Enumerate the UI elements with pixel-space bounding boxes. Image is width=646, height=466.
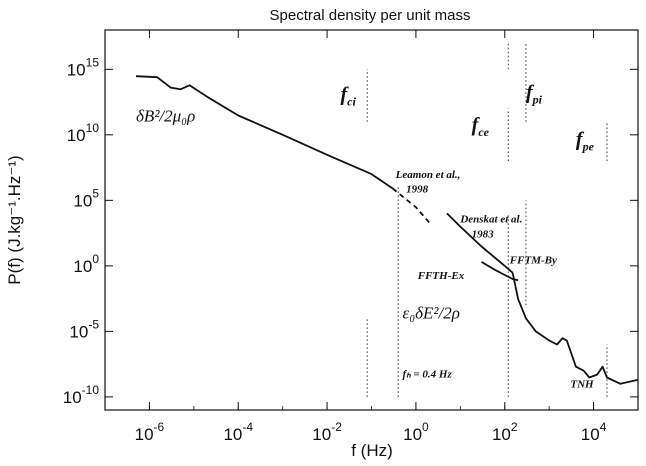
x-tick-label-3: 100: [403, 420, 429, 444]
annotation-10: FFTH-Ex: [417, 270, 465, 282]
annotation-2: fpi: [526, 81, 543, 106]
x-axis-label: f (Hz): [351, 441, 393, 460]
y-tick-label-5: 1015: [67, 55, 100, 79]
y-tick-label-4: 1010: [67, 121, 100, 145]
spectrum-series-2: [446, 212, 514, 274]
spectrum-series-1: [392, 187, 430, 224]
annotation-1: fce: [472, 114, 490, 139]
y-tick-label-1: 10-5: [69, 317, 99, 341]
x-tick-label-5: 104: [581, 420, 607, 444]
spectrum-series-4: [511, 272, 639, 385]
spectrum-series-0: [135, 75, 394, 190]
annotation-8: 1983: [472, 228, 495, 240]
annotation-11: ε₀δE²/2ρ: [403, 303, 460, 322]
annotation-0: fci: [340, 84, 356, 109]
y-tick-label-3: 105: [73, 186, 99, 210]
annotation-3: fpe: [576, 129, 595, 154]
x-axis-ticks: 10-6 10-4 10-2 100 102 104: [104, 30, 639, 444]
x-tick-label-2: 10-2: [312, 420, 342, 444]
annotation-12: fₕ = 0.4 Hz: [403, 369, 453, 381]
annotation-13: TNH: [570, 379, 594, 391]
y-tick-label-2: 100: [73, 252, 99, 276]
y-tick-label-0: 10-10: [63, 383, 100, 407]
x-tick-label-4: 102: [492, 420, 518, 444]
annotations-layer: fci fce fpi fpe δB²/2μ₀ρ Leamon et al., 1998 De…: [136, 81, 595, 390]
annotation-4: δB²/2μ₀ρ: [136, 107, 195, 126]
annotation-6: 1998: [406, 183, 429, 195]
series-layer: [135, 75, 639, 385]
x-tick-label-0: 10-6: [135, 420, 165, 444]
annotation-7: Denskat et al.: [459, 214, 522, 226]
y-axis-label: P(f) (J.kg⁻¹.Hz⁻¹): [5, 155, 24, 284]
y-axis-ticks: 10-10 10-5 100 105 1010 1015: [63, 55, 638, 407]
x-tick-label-1: 10-4: [223, 420, 253, 444]
annotation-9: FFTM-By: [509, 255, 557, 267]
chart-title: Spectral density per unit mass: [270, 7, 471, 24]
annotation-5: Leamon et al.,: [395, 169, 461, 181]
frequency-markers: [366, 43, 608, 397]
